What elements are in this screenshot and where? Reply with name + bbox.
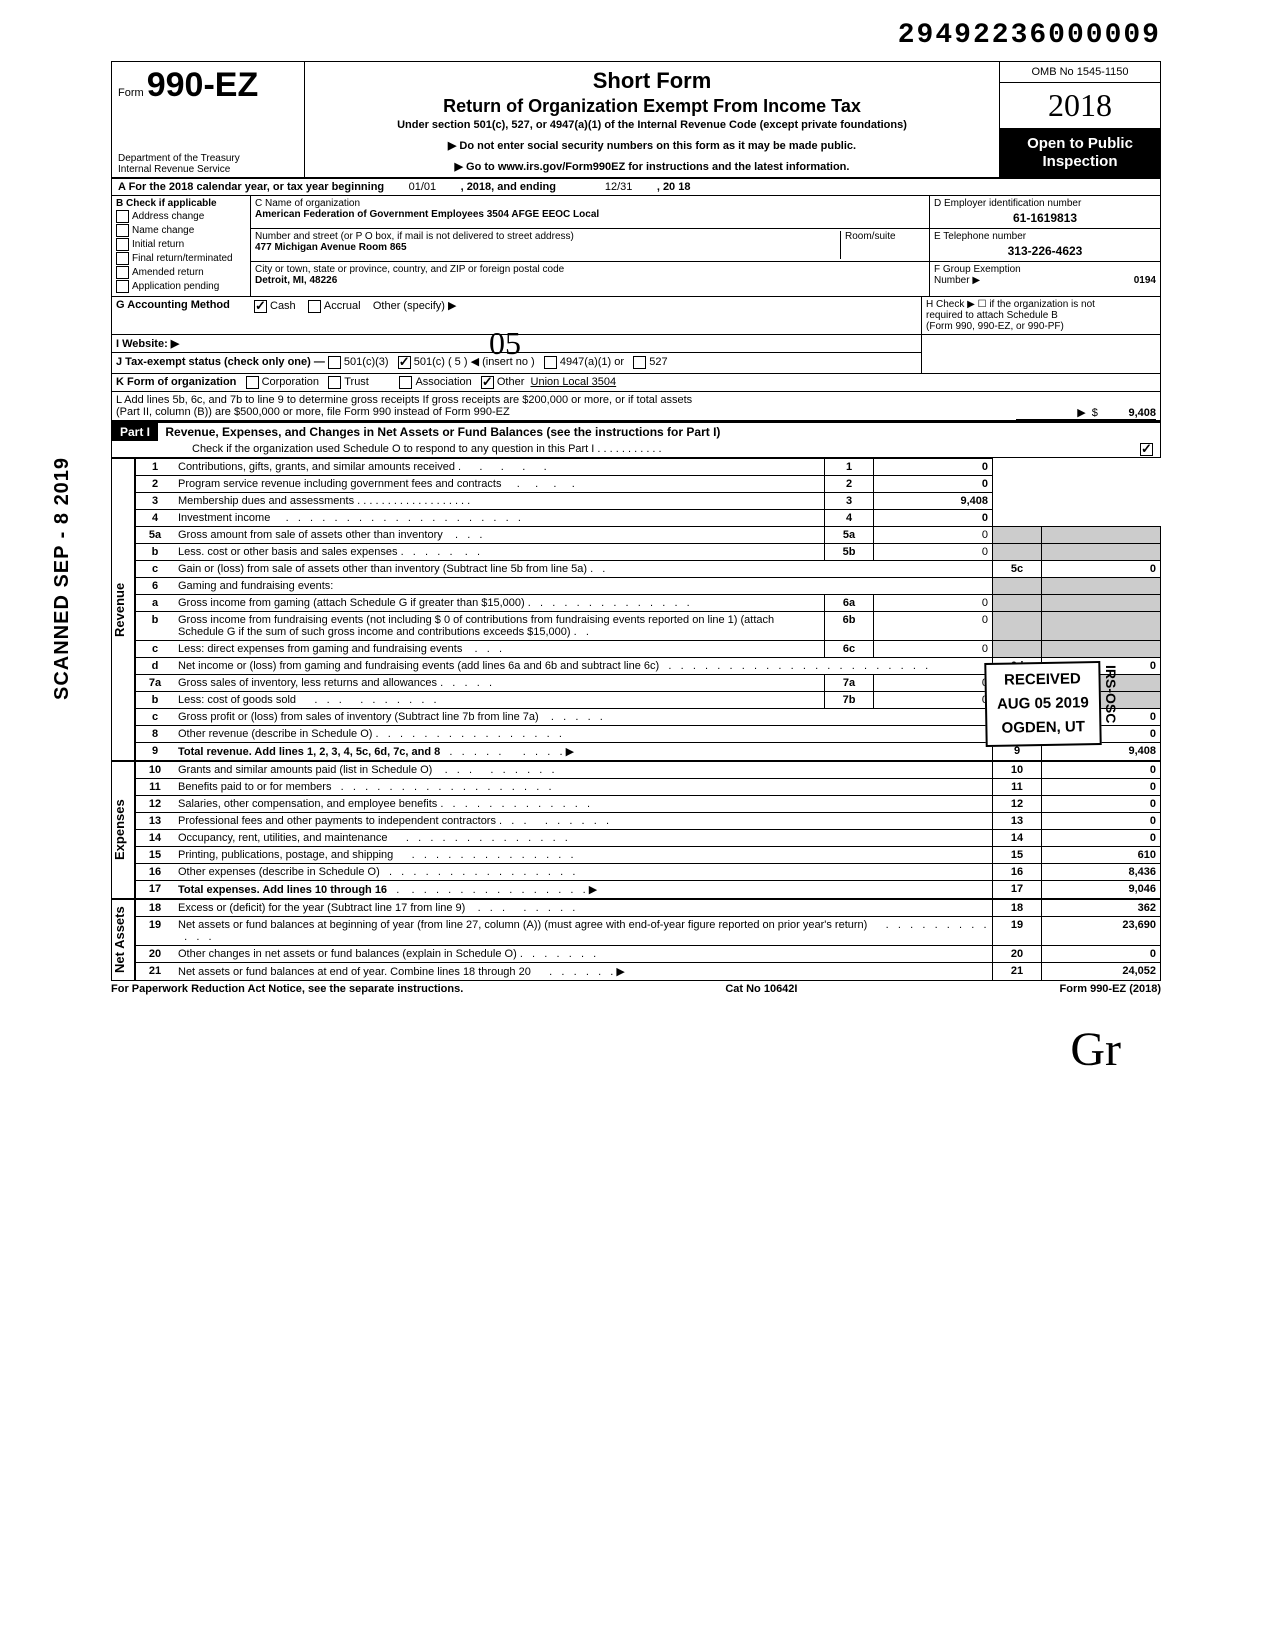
addr-label: Number and street (or P O box, if mail i…	[255, 231, 574, 242]
room-label: Room/suite	[845, 231, 896, 242]
form-org-row: K Form of organization Corporation Trust…	[111, 374, 1161, 392]
check-amended[interactable]	[116, 266, 129, 279]
title-note1: ▶ Do not enter social security numbers o…	[309, 139, 995, 152]
check-assoc[interactable]	[399, 376, 412, 389]
title-sub: Under section 501(c), 527, or 4947(a)(1)…	[309, 119, 995, 131]
check-address[interactable]	[116, 210, 129, 223]
form-number: 990-EZ	[147, 66, 259, 104]
phone-value: 313-226-4623	[934, 244, 1156, 258]
city-label: City or town, state or province, country…	[255, 264, 564, 275]
check-pending[interactable]	[116, 280, 129, 293]
website-label: I Website: ▶	[116, 338, 179, 350]
signature: Gr	[1070, 1022, 1121, 1077]
footer-left: For Paperwork Reduction Act Notice, see …	[111, 983, 463, 995]
check-trust[interactable]	[328, 376, 341, 389]
check-other-org[interactable]	[481, 376, 494, 389]
tax-year: 2018	[1000, 83, 1160, 129]
section-b-header: B Check if applicable	[116, 198, 217, 209]
received-stamp: RECEIVED AUG 05 2019 OGDEN, UT	[985, 661, 1102, 747]
footer: For Paperwork Reduction Act Notice, see …	[111, 981, 1161, 997]
period-row: A For the 2018 calendar year, or tax yea…	[111, 179, 1161, 196]
org-city: Detroit, MI, 48226	[255, 275, 337, 286]
side-net-assets: Net Assets	[112, 899, 135, 981]
title-main: Return of Organization Exempt From Incom…	[309, 96, 995, 117]
side-revenue: Revenue	[112, 458, 135, 761]
scanned-stamp: SCANNED SEP - 8 2019	[51, 457, 74, 700]
check-527[interactable]	[633, 356, 646, 369]
omb-number: OMB No 1545-1150	[1000, 62, 1160, 83]
footer-mid: Cat No 10642I	[725, 983, 797, 995]
other-org-value: Union Local 3504	[531, 376, 617, 389]
expenses-table: 10Grants and similar amounts paid (list …	[135, 761, 1161, 899]
h-check-line2: required to attach Schedule B	[926, 310, 1156, 321]
hand-stamp-05: 05	[489, 325, 521, 362]
title-short: Short Form	[309, 68, 995, 94]
website-status-row: I Website: ▶ J Tax-exempt status (check …	[111, 335, 1161, 374]
check-501c3[interactable]	[328, 356, 341, 369]
form-prefix: Form	[118, 87, 144, 99]
dept-irs: Internal Revenue Service	[118, 164, 230, 175]
net-assets-table: 18Excess or (deficit) for the year (Subt…	[135, 899, 1161, 981]
h-check-line3: (Form 990, 990-EZ, or 990-PF)	[926, 321, 1156, 332]
phone-label: E Telephone number	[934, 231, 1026, 242]
check-501c[interactable]	[398, 356, 411, 369]
group-label: F Group Exemption	[934, 264, 1021, 275]
part1-header: Part I Revenue, Expenses, and Changes in…	[111, 421, 1161, 458]
line-l: L Add lines 5b, 6c, and 7b to line 9 to …	[111, 392, 1161, 421]
ein-label: D Employer identification number	[934, 198, 1081, 209]
group-value: 0194	[1134, 275, 1156, 286]
check-corp[interactable]	[246, 376, 259, 389]
ein-value: 61-1619813	[934, 211, 1156, 225]
check-name[interactable]	[116, 224, 129, 237]
side-expenses: Expenses	[112, 761, 135, 899]
form-header: Form 990-EZ Department of the Treasury I…	[111, 61, 1161, 179]
h-check-line1: H Check ▶ ☐ if the organization is not	[926, 299, 1156, 310]
irs-osc-stamp: IRS-OSC	[1103, 665, 1119, 723]
check-final[interactable]	[116, 252, 129, 265]
check-schedule-o[interactable]	[1140, 443, 1153, 456]
check-cash[interactable]	[254, 300, 267, 313]
document-number: 29492236000009	[111, 20, 1161, 51]
open-to-public: Open to Public Inspection	[1000, 129, 1160, 177]
org-info-block: B Check if applicable Address change Nam…	[111, 196, 1161, 297]
check-4947[interactable]	[544, 356, 557, 369]
org-address: 477 Michigan Avenue Room 865	[255, 242, 407, 253]
footer-right: Form 990-EZ (2018)	[1060, 983, 1161, 995]
org-name: American Federation of Government Employ…	[255, 209, 599, 220]
title-note2: ▶ Go to www.irs.gov/Form990EZ for instru…	[309, 160, 995, 173]
dept-treasury: Department of the Treasury	[118, 153, 240, 164]
name-label: C Name of organization	[255, 198, 360, 209]
accounting-row: G Accounting Method Cash Accrual Other (…	[111, 297, 1161, 335]
check-initial[interactable]	[116, 238, 129, 251]
check-accrual[interactable]	[308, 300, 321, 313]
